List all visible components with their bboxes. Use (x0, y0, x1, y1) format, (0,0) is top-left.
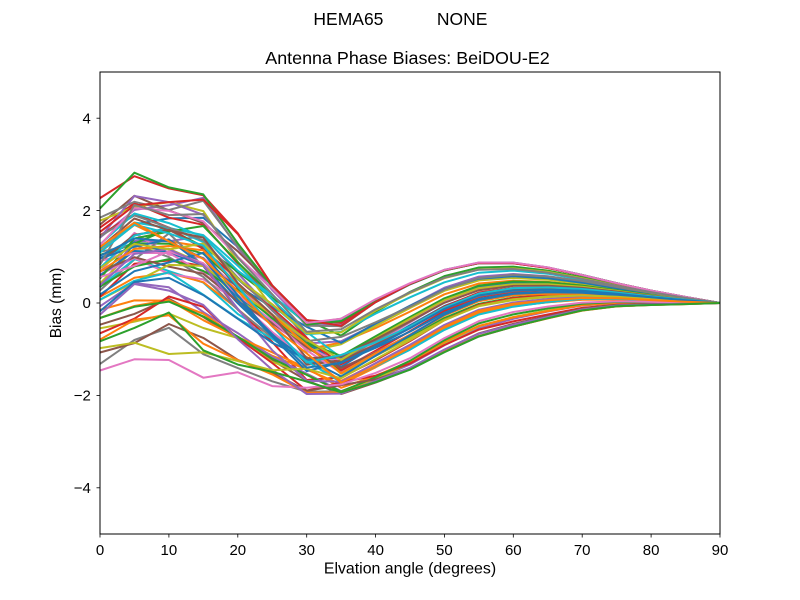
svg-text:0: 0 (96, 542, 104, 559)
svg-text:Antenna Phase Biases: BeiDOU-E: Antenna Phase Biases: BeiDOU-E2 (265, 48, 549, 68)
svg-text:80: 80 (643, 542, 660, 559)
svg-text:−4: −4 (74, 480, 91, 497)
svg-text:20: 20 (229, 542, 246, 559)
svg-text:30: 30 (298, 542, 315, 559)
svg-text:60: 60 (505, 542, 522, 559)
svg-text:90: 90 (712, 542, 729, 559)
svg-text:Elvation angle (degrees): Elvation angle (degrees) (324, 561, 496, 578)
svg-text:10: 10 (161, 542, 178, 559)
svg-text:50: 50 (436, 542, 453, 559)
svg-text:2: 2 (82, 203, 90, 220)
svg-text:HEMA65 NONE: HEMA65 NONE (313, 9, 487, 29)
svg-text:70: 70 (574, 542, 591, 559)
svg-text:0: 0 (82, 295, 90, 312)
svg-text:−2: −2 (74, 388, 91, 405)
svg-text:4: 4 (82, 110, 90, 127)
svg-text:Bias (mm): Bias (mm) (48, 268, 65, 339)
svg-text:40: 40 (367, 542, 384, 559)
